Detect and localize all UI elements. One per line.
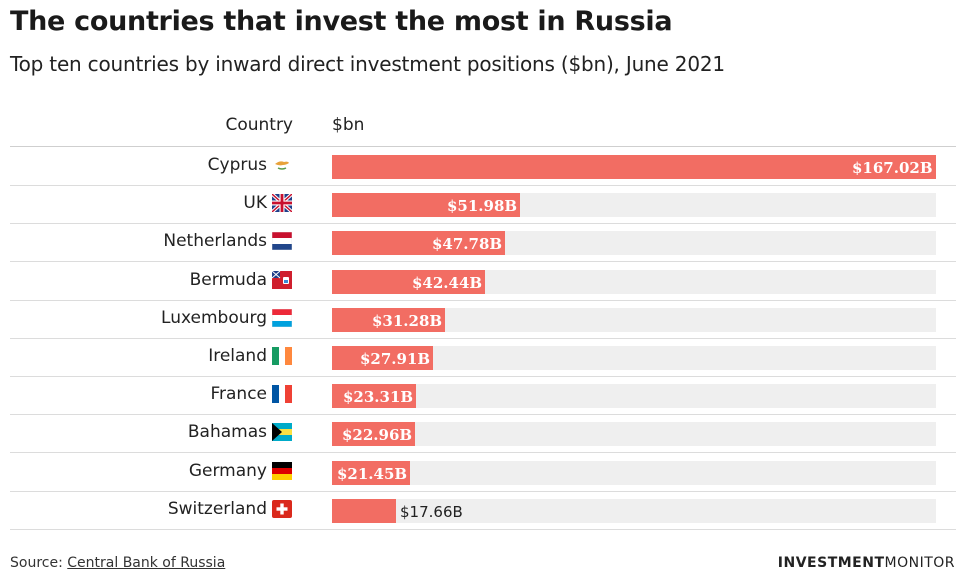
chart-row-luxembourg: Luxembourg $31.28B (10, 300, 956, 339)
bar-track: $23.31B (332, 384, 936, 409)
value-label: $42.44B (412, 273, 483, 292)
source-note: Source: Central Bank of Russia (10, 555, 225, 571)
bar-track: $17.66B (332, 498, 936, 523)
bar-track: $27.91B (332, 346, 936, 370)
country-label: Cyprus (207, 155, 267, 175)
value-label: $21.45B (337, 464, 408, 483)
bermuda-flag-icon (271, 270, 292, 289)
chart-subtitle: Top ten countries by inward direct inves… (10, 52, 725, 76)
country-label: Germany (188, 460, 267, 481)
bar-track: $31.28B (332, 307, 936, 332)
brand-light: MONITOR (884, 555, 955, 571)
bar-track: $167.02B (332, 155, 936, 179)
bar-ireland (332, 346, 433, 370)
value-label: $31.28B (372, 311, 443, 330)
bar-cyprus (332, 155, 936, 179)
france-flag-icon (272, 385, 292, 404)
chart-row-switzerland: Switzerland $17.66B (10, 491, 956, 530)
value-label: $23.31B (343, 388, 414, 407)
switzerland-flag-icon (272, 499, 292, 518)
bar-uk (332, 193, 520, 218)
chart-row-cyprus: Cyprus $167.02B (10, 147, 956, 186)
country-label: Bahamas (187, 422, 267, 443)
chart-row-uk: UK $51.98B (10, 185, 956, 225)
bar-germany (332, 460, 410, 485)
value-label: $167.02B (852, 159, 933, 177)
chart-row-germany: Germany $21.45B (10, 453, 956, 492)
value-label: $47.78B (432, 235, 503, 254)
source-prefix: Source: (10, 555, 68, 571)
bar-track: $22.96B (332, 422, 936, 447)
bar-track: $21.45B (332, 460, 936, 485)
country-label: UK (243, 193, 267, 214)
country-label: Luxembourg (161, 307, 267, 328)
bar-track: $47.78B (332, 231, 936, 256)
bar-netherlands (332, 231, 505, 256)
country-label: Bermuda (189, 269, 267, 290)
bar-track: $51.98B (332, 193, 936, 218)
luxembourg-flag-icon (271, 308, 293, 328)
chart-title: The countries that invest the most in Ru… (10, 6, 673, 37)
column-header-value: $bn (332, 115, 365, 135)
value-label: $27.91B (360, 350, 431, 368)
brand-bold: INVESTMENT (777, 555, 885, 571)
value-label: $17.66B (400, 502, 463, 521)
bar-bermuda (332, 269, 485, 294)
header-divider (10, 146, 956, 147)
bar-france (332, 384, 416, 409)
chart-row-bahamas: Bahamas $22.96B (10, 414, 956, 454)
bar-luxembourg (332, 307, 445, 332)
ireland-flag-icon (272, 347, 292, 365)
cyprus-flag-icon (272, 156, 292, 174)
value-label: $22.96B (342, 426, 413, 445)
bahamas-flag-icon (272, 423, 292, 442)
chart-row-france: France $23.31B (10, 376, 956, 416)
chart-row-bermuda: Bermuda $42.44B (10, 262, 956, 301)
value-label: $51.98B (447, 197, 518, 216)
germany-flag-icon (272, 461, 292, 480)
netherlands-flag-icon (271, 232, 293, 251)
chart-row-ireland: Ireland $27.91B (10, 338, 956, 377)
country-label: Ireland (208, 346, 267, 366)
country-label: Netherlands (163, 231, 267, 252)
country-label: Switzerland (167, 498, 267, 519)
bar-chart: Cyprus $167.02B UK $51.98B Netherlands $47.78… (0, 147, 967, 530)
bar-bahamas (332, 422, 415, 447)
bar-switzerland (332, 498, 396, 523)
country-label: France (210, 384, 267, 405)
column-header-country: Country (225, 115, 293, 135)
uk-flag-icon (270, 192, 294, 214)
chart-row-netherlands: Netherlands $47.78B (10, 223, 956, 263)
brand-logo: INVESTMENTMONITOR (778, 555, 955, 571)
bar-track: $42.44B (332, 269, 936, 294)
source-link[interactable]: Central Bank of Russia (67, 555, 226, 571)
